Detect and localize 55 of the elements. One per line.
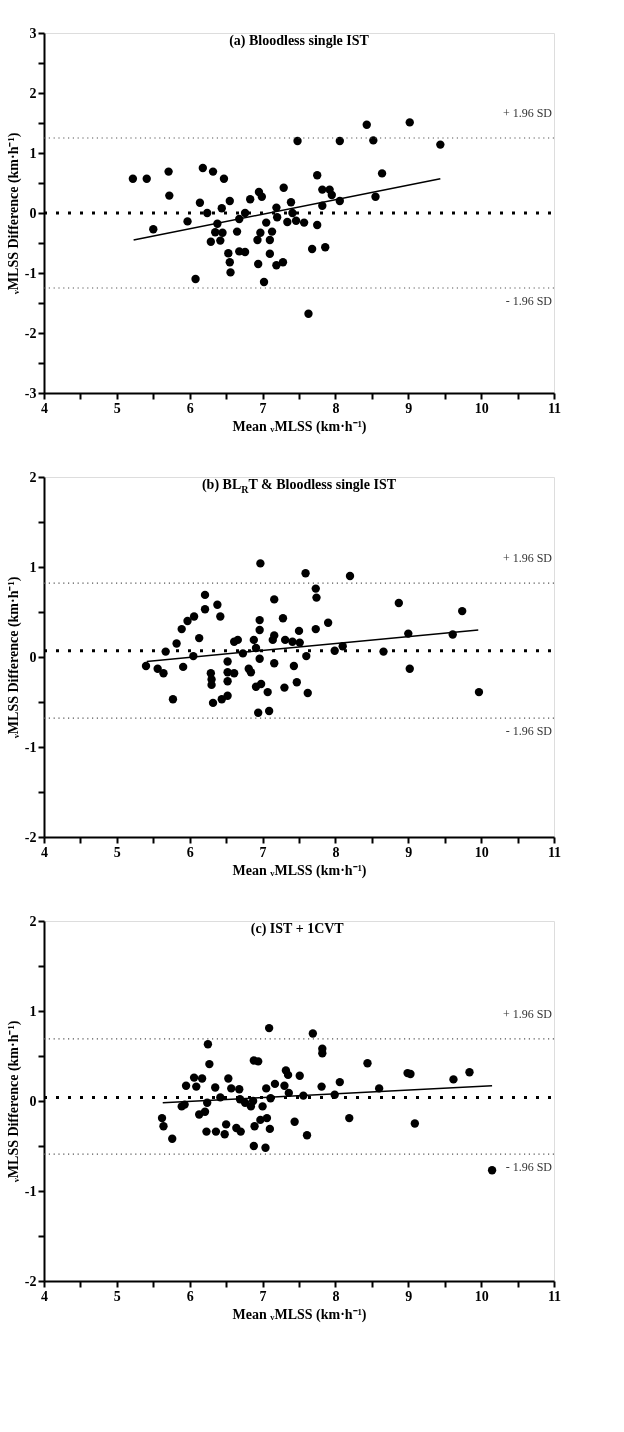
- chart-title: (a) Bloodless single IST: [229, 33, 370, 49]
- y-tick-label: -1: [24, 1183, 37, 1199]
- ref-line-label: - 1.96 SD: [505, 724, 553, 739]
- x-tick-label: 7: [259, 844, 267, 860]
- x-axis-title: Mean ᵥMLSS (km·h⁻¹): [232, 1306, 367, 1323]
- y-tick-label: -3: [24, 385, 37, 401]
- y-tick-label: 0: [29, 205, 37, 221]
- y-tick-label: 1: [29, 1003, 37, 1019]
- x-axis-title: Mean ᵥMLSS (km·h⁻¹): [232, 418, 367, 435]
- x-tick-label: 7: [259, 400, 267, 416]
- x-tick-label: 11: [547, 844, 562, 860]
- x-tick-label: 6: [186, 1288, 194, 1304]
- x-tick-label: 6: [186, 400, 194, 416]
- ref-line-label: + 1.96 SD: [502, 106, 553, 120]
- y-tick-label: 2: [29, 85, 37, 101]
- ref-line-label: - 1.96 SD: [505, 1160, 553, 1175]
- x-tick-label: 6: [186, 844, 194, 860]
- y-tick-label: -1: [24, 739, 37, 755]
- x-tick-label: 8: [332, 400, 340, 416]
- y-axis-title: ᵥMLSS Difference (km·h⁻¹): [5, 576, 22, 739]
- y-tick-label: 0: [29, 649, 37, 665]
- x-tick-label: 11: [547, 1288, 562, 1304]
- x-tick-label: 5: [113, 1288, 121, 1304]
- x-tick-label: 10: [474, 844, 489, 860]
- y-tick-label: 2: [29, 913, 37, 929]
- y-tick-label: -2: [24, 829, 37, 845]
- x-tick-label: 7: [259, 1288, 267, 1304]
- x-tick-label: 9: [405, 844, 413, 860]
- x-tick-label: 10: [474, 1288, 489, 1304]
- x-tick-label: 8: [332, 1288, 340, 1304]
- x-tick-label: 4: [41, 400, 48, 416]
- x-tick-label: 11: [547, 400, 562, 416]
- ref-line-label: - 1.96 SD: [505, 294, 553, 308]
- x-tick-label: 9: [405, 1288, 413, 1304]
- x-axis-title: Mean ᵥMLSS (km·h⁻¹): [232, 862, 367, 879]
- x-tick-label: 5: [113, 844, 121, 860]
- y-tick-label: -2: [24, 1273, 37, 1289]
- ref-line-label: + 1.96 SD: [502, 551, 553, 566]
- y-tick-label: -2: [24, 325, 37, 341]
- y-tick-label: 3: [29, 25, 37, 41]
- y-tick-label: 2: [29, 469, 37, 485]
- y-tick-label: 1: [29, 145, 37, 161]
- y-tick-label: 1: [29, 559, 37, 575]
- x-tick-label: 8: [332, 844, 340, 860]
- chart-title: (c) IST + 1CVT: [250, 921, 345, 937]
- y-axis-title: ᵥMLSS Difference (km·h⁻¹): [5, 132, 22, 295]
- ref-line-label: + 1.96 SD: [502, 1006, 553, 1021]
- x-tick-label: 10: [474, 400, 489, 416]
- x-tick-label: 5: [113, 400, 121, 416]
- y-axis-title: ᵥMLSS Difference (km·h⁻¹): [5, 1020, 22, 1183]
- x-tick-label: 9: [405, 400, 413, 416]
- y-tick-label: 0: [29, 1093, 37, 1109]
- x-tick-label: 4: [41, 1288, 48, 1304]
- y-tick-label: -1: [24, 265, 37, 281]
- x-tick-label: 4: [41, 844, 48, 860]
